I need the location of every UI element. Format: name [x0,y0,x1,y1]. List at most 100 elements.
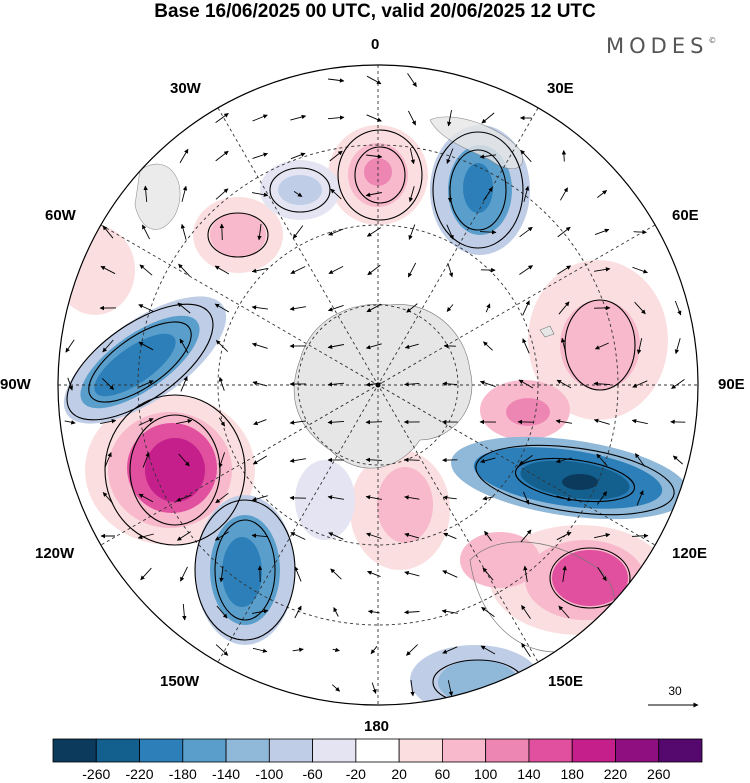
lon-label-150w: 150W [160,673,200,690]
wind-arrow [142,452,150,468]
wind-arrow [137,533,154,540]
wind-arrow [65,339,75,353]
lon-label-150e: 150E [548,673,584,690]
wind-arrow [218,376,225,391]
wind-arrow [180,376,188,392]
colorbar-swatch [355,738,400,763]
lon-label-60e: 60E [672,207,699,224]
wind-arrow [251,495,268,502]
wind-arrow [365,495,382,500]
wind-arrow [521,605,531,619]
wind-arrow [216,605,228,619]
lon-label-60w: 60W [45,207,76,224]
wind-arrow [367,570,381,578]
wind-arrow [179,148,189,164]
wind-arrow [102,492,114,504]
wind-arrow [138,493,154,503]
wind-arrow [293,191,303,197]
colorbar-swatch [95,738,140,763]
wind-arrow [480,457,496,464]
wind-arrow [408,224,416,240]
lon-label-90e: 90E [718,376,745,393]
anomaly-field [58,65,698,705]
wind-arrow [404,343,419,349]
wind-arrow [252,152,269,159]
wind-arrow [100,265,116,275]
wind-arrow [178,263,190,277]
wind-arrow [597,190,608,198]
wind-arrow [215,340,229,352]
wind-arrow [407,110,417,126]
colorbar-swatch [615,738,660,763]
wind-arrow [481,112,495,124]
wind-arrow [557,265,572,275]
reference-vector-label: 30 [668,684,682,698]
wind-arrow [257,224,262,241]
wind-arrow [67,377,73,391]
wind-arrow [365,419,383,425]
wind-arrow [367,264,381,276]
wind-arrow [330,188,342,200]
wind-arrow [597,567,607,582]
wind-arrow [480,645,496,655]
wind-arrow [215,644,229,656]
lon-label-0: 0 [371,36,380,53]
wind-arrow [481,606,495,618]
wind-arrow [215,113,229,123]
wind-arrow [447,680,454,697]
wind-arrow [180,223,187,240]
wind-arrow [404,609,420,615]
wind-arrow [370,645,378,655]
colorbar-tick-label: -180 [168,766,197,782]
wind-arrow [218,452,226,469]
wind-arrow [596,453,608,467]
wind-arrow [294,605,302,619]
wind-arrow [406,303,418,313]
wind-arrow [252,192,269,197]
wind-arrow [215,188,229,200]
wind-arrow [518,379,534,389]
wind-arrow [102,339,114,353]
wind-arrow [562,565,567,582]
wind-arrow [365,192,382,197]
colorbar-tick-label: 220 [603,766,628,782]
wind-arrow [594,228,610,236]
wind-arrow [290,152,306,160]
colorbar-swatch [485,738,530,763]
colorbar-tick-label: 100 [473,766,498,782]
wind-arrow [215,150,229,162]
wind-arrow [327,344,344,349]
wind-arrow [100,419,117,425]
colorbar [52,738,703,763]
colorbar-swatch [441,738,487,763]
wind-arrow [102,225,114,239]
wind-arrow [251,305,268,310]
wind-arrow [252,609,269,614]
wind-arrow [596,491,608,505]
wind-arrow [141,224,151,240]
wind-arrow [633,229,647,235]
colorbar-tick-label: -220 [125,766,154,782]
wind-arrow [215,492,229,504]
wind-arrow [443,532,457,540]
wind-arrow [482,496,494,501]
wind-arrow [523,565,528,582]
wind-arrow [479,380,496,388]
wind-arrow [176,531,191,541]
modes-logo: MODES© [606,34,717,58]
wind-arrow [558,605,570,619]
wind-arrow [483,187,493,201]
wind-arrow [593,381,611,386]
wind-arrow [366,532,382,539]
wind-arrow [64,420,76,425]
wind-arrow [328,228,344,236]
colorbar-tick-label: 180 [560,766,584,782]
wind-arrow [523,185,530,202]
wind-arrow [594,342,609,350]
wind-arrow [557,226,571,238]
lon-label-120w: 120W [35,545,75,562]
wind-arrow [219,223,225,241]
wind-arrow [558,301,570,315]
wind-arrow [556,531,572,541]
